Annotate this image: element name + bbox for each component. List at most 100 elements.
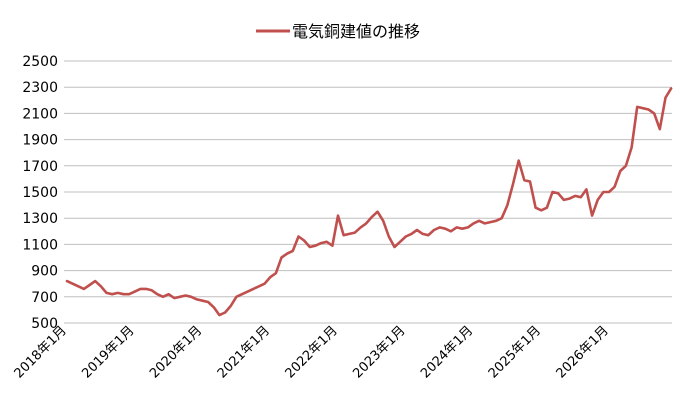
data-point — [455, 226, 457, 228]
data-point — [196, 298, 198, 300]
data-point — [461, 227, 463, 229]
data-point — [297, 235, 299, 237]
data-point — [83, 288, 85, 290]
data-point — [173, 297, 175, 299]
data-point — [653, 112, 655, 114]
gridlines — [64, 60, 672, 324]
data-point — [580, 196, 582, 198]
data-point — [292, 250, 294, 252]
data-point — [190, 296, 192, 298]
data-point — [122, 293, 124, 295]
data-point — [105, 292, 107, 294]
data-point — [94, 280, 96, 282]
y-tick-label: 1100 — [22, 237, 58, 253]
data-point — [393, 246, 395, 248]
data-point — [602, 191, 604, 193]
data-point — [263, 283, 265, 285]
data-point — [100, 285, 102, 287]
y-tick-label: 900 — [31, 264, 58, 280]
data-point — [670, 87, 672, 89]
data-point — [472, 222, 474, 224]
data-point — [534, 207, 536, 209]
data-point — [444, 227, 446, 229]
x-tick-label: 2025年1月 — [486, 323, 544, 381]
data-point — [77, 285, 79, 287]
data-point — [613, 186, 615, 188]
data-point — [224, 311, 226, 313]
data-point — [630, 146, 632, 148]
x-tick-label: 2022年1月 — [283, 323, 341, 381]
data-point — [207, 301, 209, 303]
data-point — [585, 188, 587, 190]
data-point — [150, 289, 152, 291]
data-point — [184, 294, 186, 296]
data-point — [619, 170, 621, 172]
data-point — [320, 242, 322, 244]
data-point — [326, 241, 328, 243]
data-point — [489, 221, 491, 223]
data-point — [608, 191, 610, 193]
y-tick-label: 1500 — [22, 185, 58, 201]
data-point — [433, 229, 435, 231]
data-point — [342, 234, 344, 236]
data-point — [625, 165, 627, 167]
data-point — [647, 108, 649, 110]
y-tick-label: 500 — [31, 316, 58, 332]
data-point — [529, 180, 531, 182]
data-point — [359, 226, 361, 228]
data-point — [523, 179, 525, 181]
data-point — [179, 296, 181, 298]
data-point — [410, 233, 412, 235]
data-point — [546, 207, 548, 209]
x-axis: 2018年1月 2019年1月 2020年1月 2021年1月 2022年1月 2023年… — [12, 323, 612, 381]
data-point — [88, 284, 90, 286]
data-point — [111, 293, 113, 295]
data-point — [495, 220, 497, 222]
data-point — [309, 246, 311, 248]
data-point — [156, 293, 158, 295]
data-point — [235, 296, 237, 298]
data-point — [252, 288, 254, 290]
y-tick-label: 2500 — [22, 54, 58, 70]
data-point — [388, 235, 390, 237]
data-point — [636, 106, 638, 108]
data-point — [438, 226, 440, 228]
data-point — [145, 288, 147, 290]
data-point — [117, 292, 119, 294]
y-tick-label: 1300 — [22, 211, 58, 227]
data-point — [354, 231, 356, 233]
data-point — [218, 314, 220, 316]
data-point — [416, 229, 418, 231]
data-point — [128, 293, 130, 295]
data-point — [540, 209, 542, 211]
data-point — [246, 290, 248, 292]
data-point — [597, 199, 599, 201]
data-point — [213, 306, 215, 308]
data-point — [348, 233, 350, 235]
data-point — [314, 245, 316, 247]
x-tick-label: 2026年1月 — [554, 323, 612, 381]
x-tick-label: 2020年1月 — [147, 323, 205, 381]
x-tick-label: 2019年1月 — [79, 323, 137, 381]
x-tick-label: 2023年1月 — [350, 323, 408, 381]
data-point — [134, 290, 136, 292]
data-point — [467, 226, 469, 228]
data-point — [501, 217, 503, 219]
data-point — [399, 241, 401, 243]
data-point — [162, 296, 164, 298]
data-point — [167, 293, 169, 295]
data-point — [450, 230, 452, 232]
data-point — [506, 204, 508, 206]
y-tick-label: 2300 — [22, 80, 58, 96]
data-point — [66, 280, 68, 282]
data-point — [71, 283, 73, 285]
legend: 電気銅建値の推移 — [256, 22, 420, 41]
data-point — [421, 233, 423, 235]
data-point — [230, 305, 232, 307]
data-point — [551, 191, 553, 193]
x-tick-label: 2021年1月 — [215, 323, 273, 381]
data-point — [484, 222, 486, 224]
y-tick-label: 1900 — [22, 133, 58, 149]
